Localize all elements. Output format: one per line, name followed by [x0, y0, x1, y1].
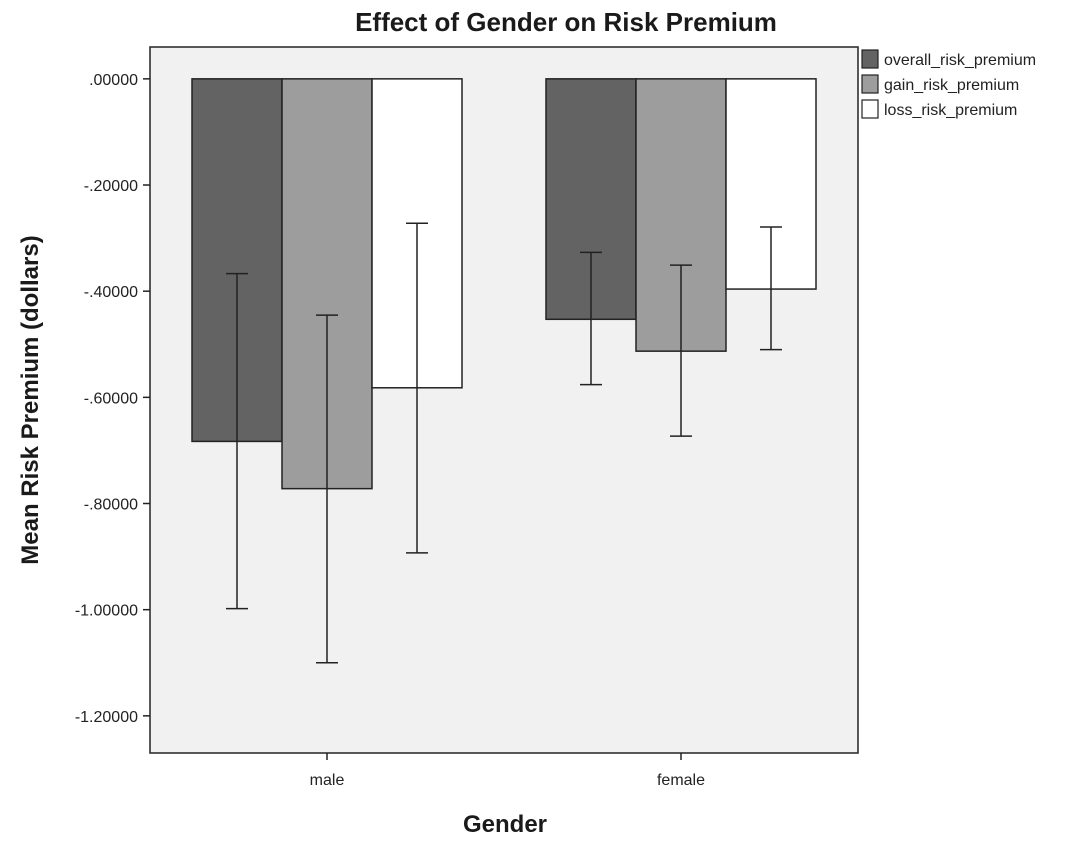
y-tick-label: -1.00000 [75, 603, 138, 620]
y-tick-label: -.20000 [84, 178, 138, 195]
y-tick-label: -.80000 [84, 497, 138, 514]
y-tick-label: -.60000 [84, 390, 138, 407]
legend-label: loss_risk_premium [884, 102, 1017, 119]
y-tick-label: .00000 [89, 72, 138, 89]
x-tick-label: male [310, 772, 345, 789]
y-axis: .00000 -.20000 -.40000 -.60000 -.80000 -1.000… [75, 72, 150, 726]
legend-swatch [861, 49, 879, 69]
legend-label: gain_risk_premium [884, 77, 1019, 94]
x-axis-title: Gender [463, 811, 547, 838]
legend-swatch [861, 74, 879, 94]
y-axis-title: Mean Risk Premium (dollars) [17, 235, 44, 564]
y-tick-label: -1.20000 [75, 709, 138, 726]
legend-swatch [861, 99, 879, 119]
legend-label: overall_risk_premium [884, 52, 1036, 69]
legend: overall_risk_premium gain_risk_premiumlos… [861, 49, 1036, 119]
y-tick-label: -.40000 [84, 284, 138, 301]
x-tick-label: female [657, 772, 705, 789]
x-axis: male female [310, 753, 705, 789]
chart-title: Effect of Gender on Risk Premium [355, 7, 777, 37]
error-bars-layer [226, 222, 782, 664]
